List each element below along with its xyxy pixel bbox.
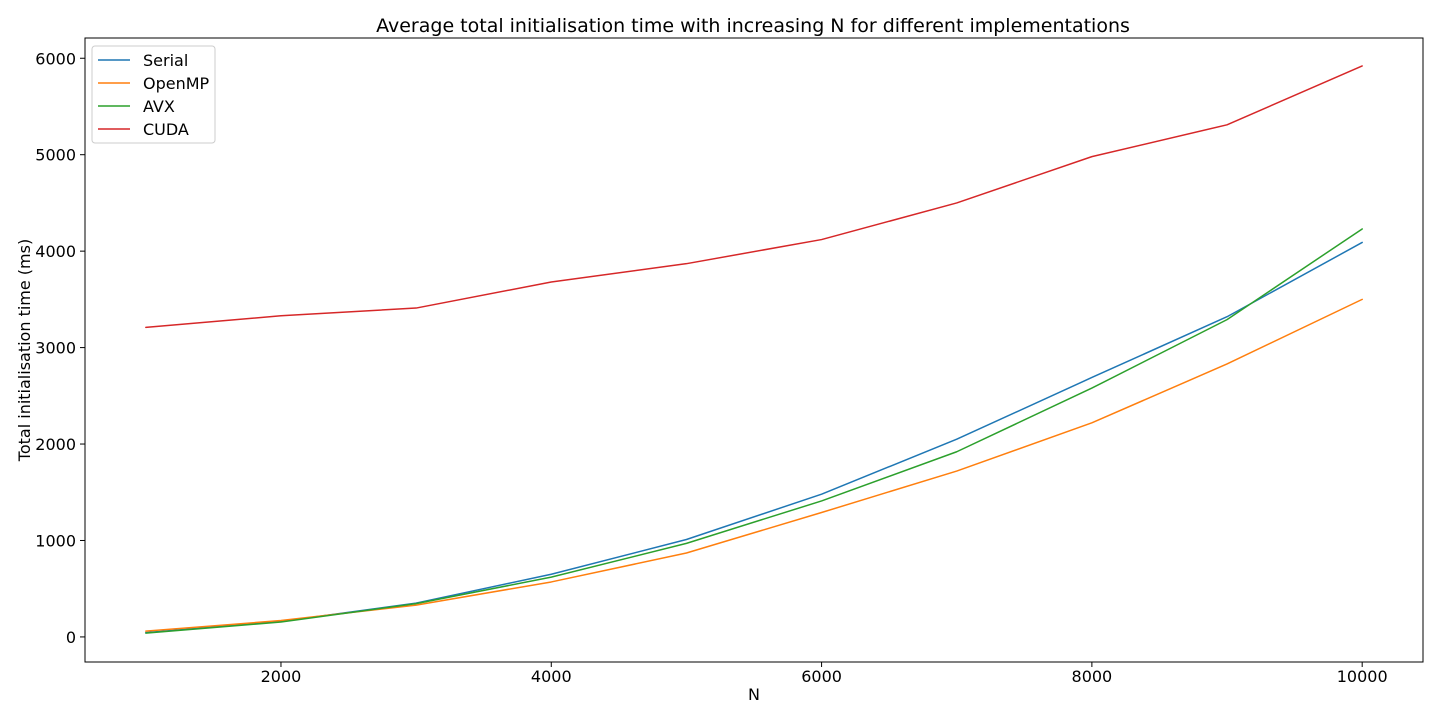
- y-tick-label: 2000: [35, 435, 76, 454]
- series-line-avx: [145, 228, 1363, 634]
- y-tick-label: 5000: [35, 146, 76, 165]
- y-axis-ticks: 0 1000 2000 3000 4000 5000 6000: [35, 49, 85, 647]
- chart-title: Average total initialisation time with i…: [376, 15, 1130, 37]
- series-line-openmp: [145, 298, 1363, 632]
- legend-label-serial: Serial: [143, 51, 188, 70]
- y-tick-label: 6000: [35, 49, 76, 68]
- legend-label-cuda: CUDA: [143, 120, 189, 139]
- y-tick-label: 4000: [35, 242, 76, 261]
- plot-frame: [84, 37, 1424, 663]
- y-tick-label: 3000: [35, 339, 76, 358]
- legend-box: [91, 45, 216, 144]
- x-tick-label: 6000: [801, 667, 842, 686]
- y-axis-label: Total initialisation time (ms): [15, 239, 34, 462]
- legend-label-openmp: OpenMP: [143, 74, 210, 93]
- y-tick-label: 1000: [35, 531, 76, 550]
- series-line-cuda: [145, 65, 1363, 329]
- series-line-serial: [145, 241, 1363, 634]
- legend-label-avx: AVX: [143, 97, 175, 116]
- x-tick-label: 2000: [261, 667, 302, 686]
- plot-lines: [145, 65, 1363, 634]
- x-tick-label: 8000: [1072, 667, 1113, 686]
- y-tick-label: 0: [66, 628, 76, 647]
- x-axis-ticks: 2000 4000 6000 8000 10000: [261, 662, 1388, 686]
- x-tick-label: 4000: [531, 667, 572, 686]
- x-axis-label: N: [748, 685, 760, 704]
- legend: Serial OpenMP AVX CUDA: [91, 45, 216, 144]
- x-tick-label: 10000: [1337, 667, 1388, 686]
